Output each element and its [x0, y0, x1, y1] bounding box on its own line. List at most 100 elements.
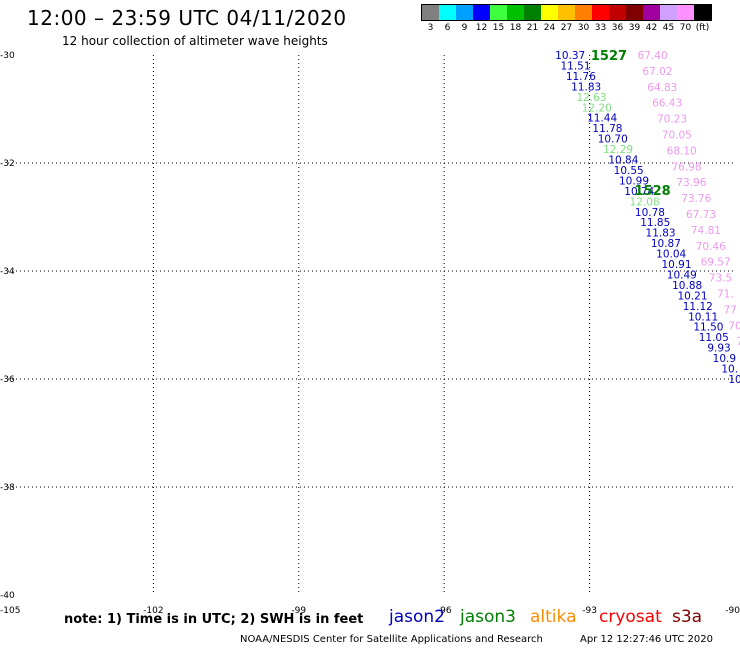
map-axis-labels: -105 -102 -99 -96 -93 -90 -30 -32 -34 -36 -38 -40: [0, 51, 740, 616]
legend-altika: altika: [530, 607, 577, 627]
wave-height-value: 10: [728, 374, 740, 386]
scale-label: 12: [475, 23, 488, 33]
scale-label: 21: [526, 23, 539, 33]
wave-height-value: 67.73: [686, 209, 716, 221]
wave-height-value: 10.91: [661, 259, 691, 271]
scale-label: 6: [444, 23, 451, 33]
wave-height-value: 11.83: [571, 81, 601, 93]
scale-swatch: [609, 5, 626, 20]
lon-tick-label: -102: [143, 606, 163, 616]
wave-height-value: 64.83: [647, 82, 677, 94]
wave-height-value: 11.05: [699, 332, 729, 344]
wave-height-value: 10.04: [656, 249, 686, 261]
wave-height-value: 10.87: [651, 238, 681, 250]
lat-tick-label: -36: [0, 375, 15, 385]
wave-height-value: 67.02: [642, 66, 672, 78]
wave-height-value: 77: [723, 304, 736, 316]
wave-height-value: 70: [728, 320, 740, 332]
scale-swatch: [490, 5, 507, 20]
wave-height-value: 11.51: [560, 60, 590, 72]
scale-label: 9: [461, 23, 468, 33]
wave-height-value: 10.9: [713, 353, 736, 365]
note-text: note: 1) Time is in UTC; 2) SWH is in fe…: [64, 612, 364, 627]
scale-label: 15: [492, 23, 505, 33]
wave-height-value: 11.85: [640, 217, 670, 229]
wave-height-value: 11.83: [646, 228, 676, 240]
scale-swatch: [422, 5, 439, 20]
lon-tick-label: -99: [291, 606, 306, 616]
wave-height-value: 11.50: [693, 322, 723, 334]
scale-label: 24: [543, 23, 556, 33]
wave-height-value: 74.81: [691, 225, 721, 237]
pass-number-label: 1528: [635, 184, 671, 199]
wave-height-value: 67.40: [638, 50, 668, 62]
scale-swatch: [456, 5, 473, 20]
scale-label: 70: [679, 23, 692, 33]
scale-label: 39: [628, 23, 641, 33]
wave-height-value: 76.98: [672, 161, 702, 173]
wave-height-value: 10.49: [667, 269, 697, 281]
lat-tick-label: -40: [0, 591, 15, 601]
scale-swatch: [524, 5, 541, 20]
scale-swatch: [439, 5, 456, 20]
scale-swatch: [694, 5, 711, 20]
scale-label: 27: [560, 23, 573, 33]
wave-height-value: 10.11: [688, 311, 718, 323]
color-scale-labels: 3 6 9 12 15 18 21 24 27 30 33 36 39 42 45 70 (ft): [421, 21, 712, 35]
scale-label: 33: [594, 23, 607, 33]
scale-swatch: [643, 5, 660, 20]
map-subtitle: 12 hour collection of altimeter wave hei…: [62, 34, 328, 48]
wave-height-value: 10.70: [598, 134, 628, 146]
lon-tick-label: -105: [0, 606, 20, 616]
lon-tick-label: -93: [582, 606, 597, 616]
scale-label: (ft): [695, 23, 710, 33]
wave-height-color-scale: 3 6 9 12 15 18 21 24 27 30 33 36 39 42 45 70 (ft): [421, 4, 712, 35]
pass-number-label: 1527: [591, 49, 627, 64]
scale-swatch: [541, 5, 558, 20]
lat-tick-label: -34: [0, 267, 15, 277]
wave-height-value: 10.74: [624, 186, 654, 198]
wave-height-value: 10.78: [635, 207, 665, 219]
wave-height-value: 10.21: [677, 290, 707, 302]
lat-tick-label: -38: [0, 483, 15, 493]
wave-height-value: 11.78: [592, 123, 622, 135]
wave-height-value: 69.57: [701, 257, 731, 269]
pass-labels: 1527 1528: [591, 49, 671, 199]
legend-cryosat: cryosat: [599, 607, 662, 627]
wave-height-value: 9.93: [707, 343, 730, 355]
wave-height-value: 12.29: [603, 144, 633, 156]
wave-height-value: 11.76: [566, 71, 596, 83]
scale-label: 45: [662, 23, 675, 33]
legend-jason3: jason3: [460, 607, 516, 627]
scale-swatch: [507, 5, 524, 20]
scale-label: 36: [611, 23, 624, 33]
wave-height-value: 10.37: [555, 50, 585, 62]
wave-height-value: 70.23: [657, 114, 687, 126]
wave-height-value: 10.55: [614, 165, 644, 177]
wave-height-value: 12.08: [630, 196, 660, 208]
scale-swatch: [592, 5, 609, 20]
wave-height-value: 71.: [717, 289, 734, 301]
scale-label: 30: [577, 23, 590, 33]
wave-height-value: 12.63: [576, 92, 606, 104]
scale-swatch: [473, 5, 490, 20]
wave-height-value: 73.76: [681, 193, 711, 205]
wave-height-value: 66.43: [652, 98, 682, 110]
lat-tick-label: -30: [0, 51, 15, 61]
wave-height-value: 12.20: [582, 102, 612, 114]
wave-height-value: 73.96: [676, 177, 706, 189]
scale-label: 42: [645, 23, 658, 33]
footer-timestamp: Apr 12 12:27:46 UTC 2020: [580, 634, 713, 645]
footer-credit: NOAA/NESDIS Center for Satellite Applica…: [240, 634, 543, 645]
wave-height-value: 10.: [721, 364, 738, 376]
legend-jason2: jason2: [389, 607, 445, 627]
wave-height-value: 11.44: [587, 113, 617, 125]
wave-height-value: 11.12: [683, 301, 713, 313]
scale-label: 3: [427, 23, 434, 33]
wave-height-value: 73.5: [709, 273, 732, 285]
lon-tick-label: -96: [437, 606, 452, 616]
scale-swatch: [626, 5, 643, 20]
map-title: 12:00 – 23:59 UTC 04/11/2020: [27, 6, 347, 30]
scale-label: 18: [509, 23, 522, 33]
